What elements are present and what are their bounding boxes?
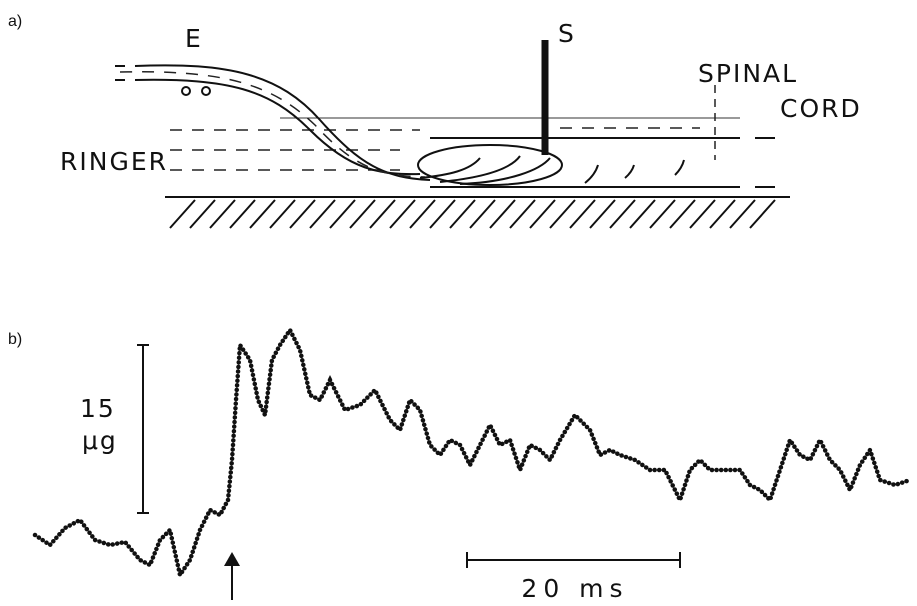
medium-label: RINGER xyxy=(60,147,168,176)
stimulator-label: S xyxy=(558,19,576,48)
trace xyxy=(32,325,913,600)
tissue-label: CORD xyxy=(780,94,862,123)
panel-label: a) xyxy=(8,13,22,30)
electrode-label: E xyxy=(185,24,203,53)
force-scale-value: 15 xyxy=(80,394,116,423)
time-scale-label: 20 ms xyxy=(521,574,628,603)
panel-label: b) xyxy=(8,331,22,348)
force-scale-unit: μg xyxy=(82,426,118,455)
tissue-label: SPINAL xyxy=(698,59,798,88)
diagram xyxy=(115,40,790,229)
